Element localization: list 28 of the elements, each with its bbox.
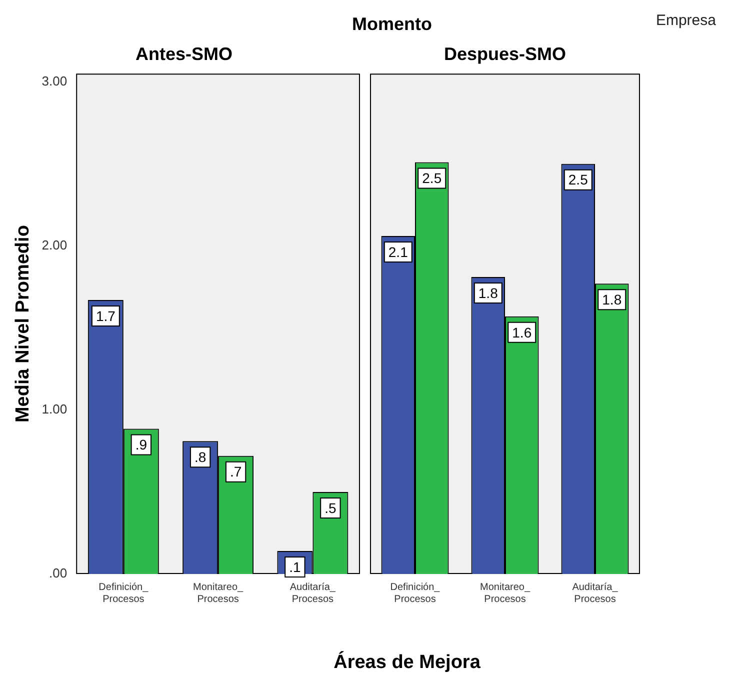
data-label: 1.8 (602, 291, 622, 308)
x-tick-label: Auditaría_Procesos (290, 582, 336, 605)
x-axis-title: Áreas de Mejora (332, 652, 482, 674)
data-label: 2.5 (568, 172, 588, 188)
data-label: 1.7 (96, 308, 116, 324)
data-label: .1 (289, 558, 301, 575)
data-label: 2.1 (388, 244, 408, 260)
x-tick-label: Monitareo_Procesos (480, 582, 530, 605)
chart-title: Antes-SMO (135, 44, 233, 64)
data-label: .9 (135, 436, 148, 453)
y-tick-label: 3.00 (42, 73, 68, 88)
data-label: .5 (324, 500, 336, 516)
y-tick-label: .00 (49, 566, 68, 581)
x-tick-label: Definición_Procesos (390, 582, 440, 605)
data-label: .8 (194, 448, 206, 465)
y-tick-label: 2.00 (42, 237, 68, 252)
data-label: .7 (230, 464, 242, 480)
data-label: 2.5 (422, 170, 442, 186)
x-tick-label: Monitareo_Procesos (193, 582, 244, 605)
data-label: 1.8 (478, 284, 498, 301)
y-tick-label: 1.00 (42, 402, 68, 417)
text: Momento (352, 14, 432, 34)
x-tick-label: Definición_Procesos (98, 582, 149, 605)
data-label: 1.6 (512, 324, 532, 340)
y-axis-title: Media Nivel Promedio (12, 225, 34, 423)
text: Empresa (656, 12, 716, 29)
chart-title: Despues-SMO (444, 44, 566, 64)
x-tick-label: Auditaría_Procesos (572, 582, 618, 605)
